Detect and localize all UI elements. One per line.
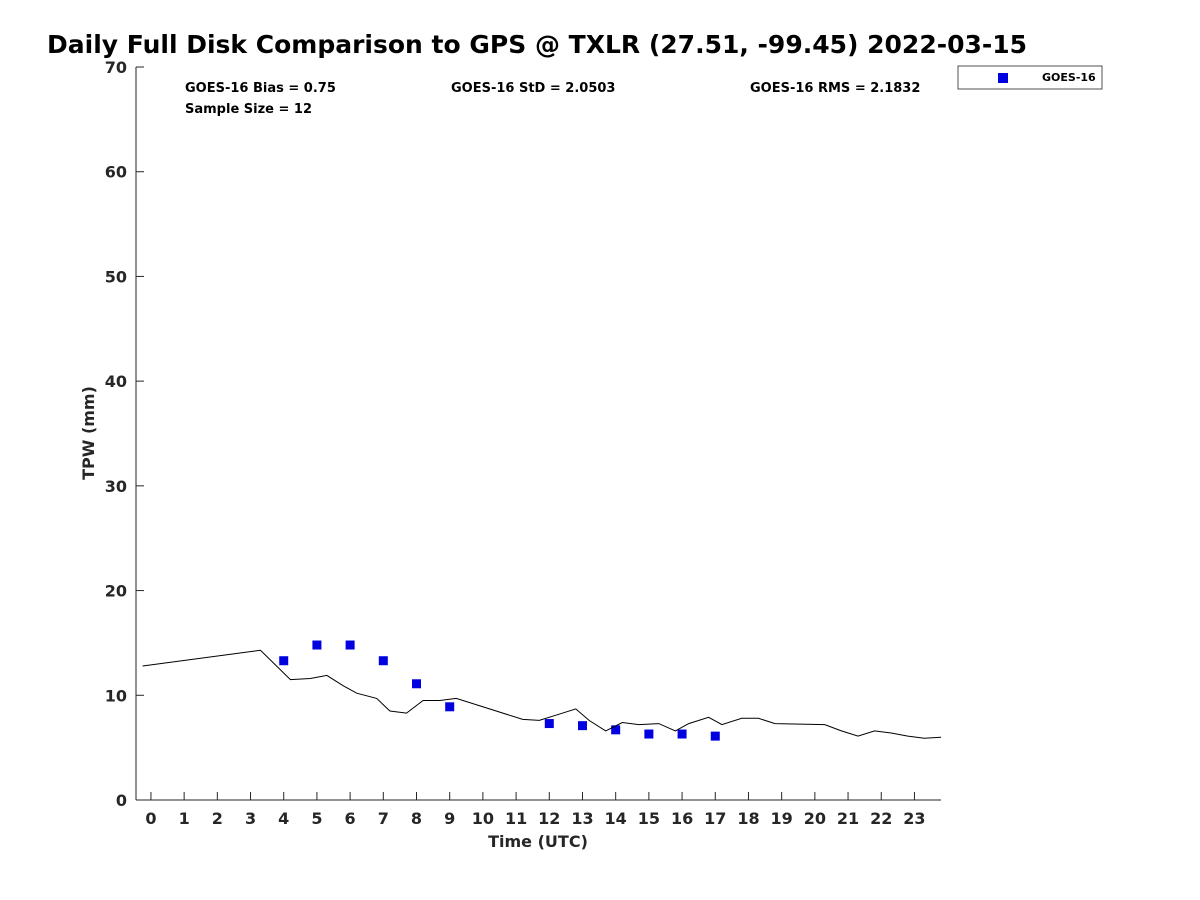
rms-stat: GOES-16 RMS = 2.1832 <box>750 81 920 96</box>
legend-label: GOES-16 <box>1042 71 1096 84</box>
x-tick-label: 22 <box>870 809 892 828</box>
goes16-point <box>312 640 322 650</box>
x-tick-label: 16 <box>671 809 693 828</box>
bias-stat: GOES-16 Bias = 0.75 <box>185 81 336 96</box>
x-axis-label: Time (UTC) <box>488 832 588 851</box>
axes <box>135 67 941 801</box>
y-tick-label: 70 <box>105 58 127 77</box>
tick-marks <box>136 66 915 801</box>
x-tick-label: 5 <box>311 809 322 828</box>
std-stat: GOES-16 StD = 2.0503 <box>451 81 615 96</box>
chart-title: Daily Full Disk Comparison to GPS @ TXLR… <box>47 30 1028 59</box>
x-tick-label: 7 <box>378 809 389 828</box>
y-tick-label: 60 <box>105 163 127 182</box>
x-tick-label: 4 <box>278 809 289 828</box>
legend: GOES-16 <box>957 65 1103 90</box>
sample-size-stat: Sample Size = 12 <box>185 102 312 117</box>
x-tick-label: 10 <box>472 809 494 828</box>
goes16-point <box>644 729 654 739</box>
goes16-point <box>677 729 687 739</box>
tick-labels: 0 1 2 3 4 5 6 7 8 9 10 11 12 13 14 15 16 17 18 19 20 21 22 2301… <box>105 58 926 828</box>
y-tick-label: 40 <box>105 372 127 391</box>
goes16-point <box>611 725 621 735</box>
goes16-point <box>412 679 422 689</box>
goes16-point <box>577 721 587 731</box>
x-tick-label: 14 <box>605 809 627 828</box>
gps-line <box>142 649 942 739</box>
y-tick-label: 20 <box>105 582 127 601</box>
goes16-point <box>544 719 554 729</box>
goes16-point <box>279 656 289 666</box>
y-tick-label: 0 <box>116 791 127 810</box>
x-tick-label: 8 <box>411 809 422 828</box>
x-tick-label: 9 <box>444 809 455 828</box>
x-tick-label: 2 <box>212 809 223 828</box>
x-tick-label: 0 <box>145 809 156 828</box>
goes16-point <box>378 656 388 666</box>
x-tick-label: 15 <box>638 809 660 828</box>
series-layer <box>142 640 942 741</box>
x-tick-label: 11 <box>505 809 527 828</box>
x-tick-label: 1 <box>179 809 190 828</box>
goes16-point <box>345 640 355 650</box>
x-tick-label: 19 <box>771 809 793 828</box>
x-tick-label: 12 <box>538 809 560 828</box>
x-tick-label: 21 <box>837 809 859 828</box>
x-tick-label: 3 <box>245 809 256 828</box>
x-tick-label: 18 <box>737 809 759 828</box>
y-tick-label: 10 <box>105 686 127 705</box>
legend-marker <box>998 73 1008 83</box>
x-tick-label: 17 <box>704 809 726 828</box>
y-tick-label: 50 <box>105 267 127 286</box>
goes16-point <box>445 702 455 712</box>
x-tick-label: 20 <box>804 809 826 828</box>
x-tick-label: 13 <box>571 809 593 828</box>
y-axis-label: TPW (mm) <box>79 386 98 480</box>
goes16-point <box>710 731 720 741</box>
y-tick-label: 30 <box>105 477 127 496</box>
legend-box <box>957 65 1103 90</box>
x-tick-label: 6 <box>345 809 356 828</box>
x-tick-label: 23 <box>903 809 925 828</box>
